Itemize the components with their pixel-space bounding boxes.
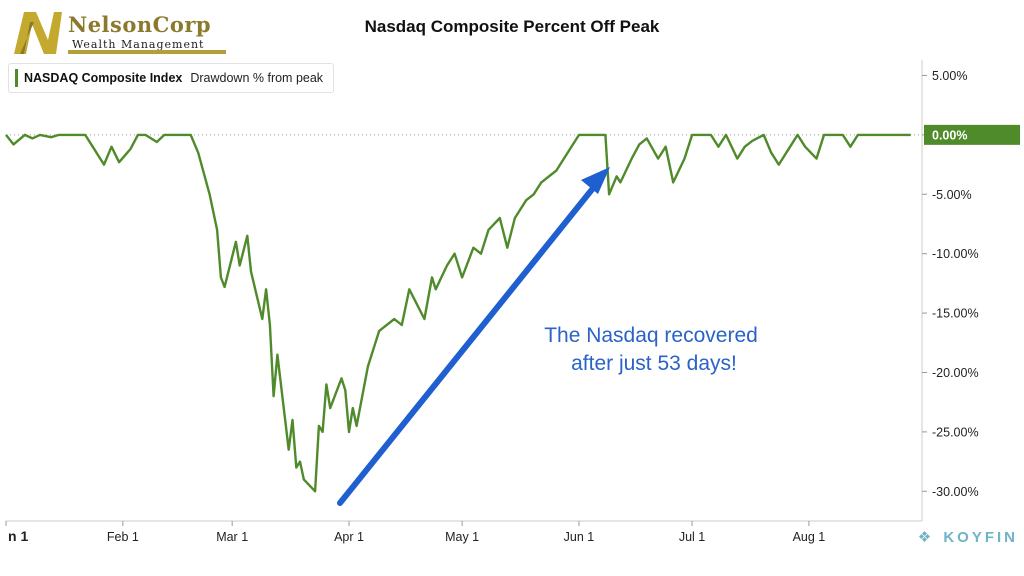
y-tick-label: -30.00% bbox=[932, 485, 979, 499]
y-tick-label: -25.00% bbox=[932, 425, 979, 439]
y-tick-label: -20.00% bbox=[932, 366, 979, 380]
chart-title: Nasdaq Composite Percent Off Peak bbox=[364, 17, 660, 36]
x-tick-label: Jul 1 bbox=[679, 530, 705, 544]
brand-name: KOYFIN bbox=[943, 529, 1018, 546]
x-tick-label: Aug 1 bbox=[793, 530, 826, 544]
annotation-arrow-shaft bbox=[337, 179, 601, 506]
legend-metric-name: Drawdown % from peak bbox=[190, 71, 324, 85]
x-tick-label: May 1 bbox=[445, 530, 479, 544]
annotation-arrow-head bbox=[581, 167, 610, 194]
last-value-label: 0.00% bbox=[932, 128, 967, 142]
y-tick-label: -15.00% bbox=[932, 307, 979, 321]
x-tick-label: Feb 1 bbox=[107, 530, 139, 544]
last-value-badge bbox=[924, 124, 1020, 145]
x-tick-label: Jun 1 bbox=[564, 530, 595, 544]
logo-underline bbox=[68, 50, 226, 54]
x-tick-label: n 1 bbox=[8, 528, 28, 544]
x-tick-label: Mar 1 bbox=[216, 530, 248, 544]
company-logo: NelsonCorp Wealth Management bbox=[10, 10, 228, 56]
annotation-line-2: after just 53 days! bbox=[571, 352, 737, 375]
nelsoncorp-n-logo-icon bbox=[14, 12, 62, 54]
logo-subtitle: Wealth Management bbox=[72, 38, 205, 51]
y-tick-label: -5.00% bbox=[932, 188, 972, 202]
y-tick-label: 5.00% bbox=[932, 69, 967, 83]
annotation-line-1: The Nasdaq recovered bbox=[544, 324, 758, 347]
x-tick-label: Apr 1 bbox=[334, 530, 364, 544]
y-tick-label: -10.00% bbox=[932, 247, 979, 261]
koyfin-brand: ❖ KOYFIN bbox=[918, 528, 1018, 546]
series-line bbox=[5, 133, 911, 493]
legend-series-name: NASDAQ Composite Index bbox=[24, 71, 183, 85]
logo-name: NelsonCorp bbox=[68, 12, 212, 37]
koyfin-logo-icon: ❖ bbox=[917, 529, 935, 546]
legend-swatch bbox=[15, 69, 18, 87]
chart-legend[interactable]: NASDAQ Composite Index Drawdown % from p… bbox=[8, 63, 335, 93]
